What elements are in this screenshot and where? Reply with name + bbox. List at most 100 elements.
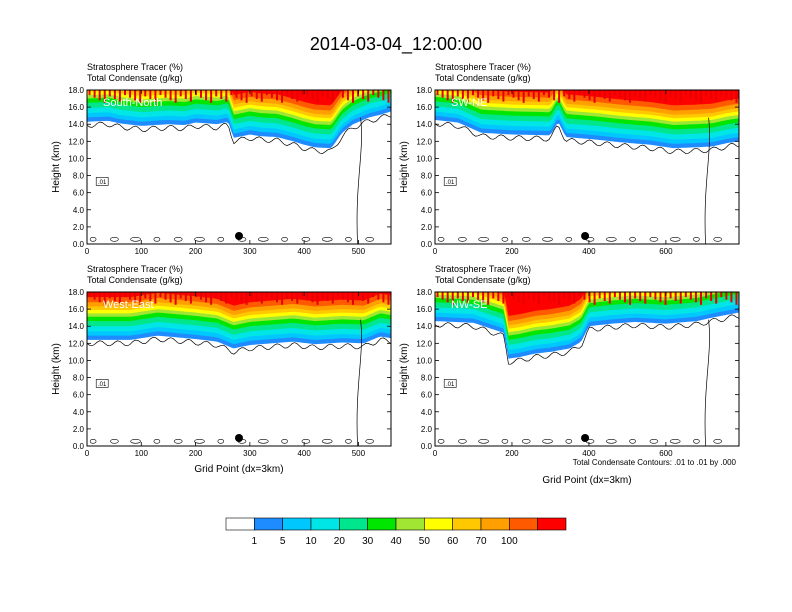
tracer-streak bbox=[144, 90, 147, 97]
y-tick-label: 0.0 bbox=[73, 442, 85, 451]
tracer-streak bbox=[270, 90, 273, 98]
tracer-streak bbox=[593, 292, 596, 305]
tracer-band-11 bbox=[87, 292, 391, 306]
tracer-streak bbox=[613, 90, 616, 96]
tracer-streak bbox=[441, 90, 444, 98]
tracer-streak bbox=[306, 292, 309, 300]
tracer-streak bbox=[240, 292, 243, 303]
x-tick-label: 500 bbox=[352, 449, 366, 458]
tracer-streak bbox=[624, 90, 626, 101]
tracer-streak bbox=[578, 292, 581, 298]
y-tick-label: 2.0 bbox=[73, 425, 85, 434]
convective-contour bbox=[356, 117, 362, 244]
x-tick-label: 300 bbox=[243, 449, 257, 458]
tracer-streak bbox=[200, 292, 202, 300]
x-axis-label: Grid Point (dx=3km) bbox=[194, 464, 283, 475]
tracer-streak bbox=[634, 90, 637, 97]
condensate-contour bbox=[87, 336, 391, 355]
tracer-streak bbox=[598, 90, 601, 97]
tracer-streak bbox=[522, 292, 525, 305]
x-tick-label: 500 bbox=[352, 247, 366, 256]
condensate-blob bbox=[437, 438, 445, 444]
tracer-streak bbox=[573, 292, 576, 304]
tracer-streak bbox=[649, 292, 652, 298]
condensate-blob bbox=[110, 438, 119, 444]
panel-title-line: Total Condensate (g/kg) bbox=[87, 275, 183, 285]
tracer-streak bbox=[362, 292, 365, 301]
tracer-streak bbox=[654, 292, 657, 300]
x-tick-label: 100 bbox=[135, 247, 149, 256]
tracer-streak bbox=[93, 90, 96, 98]
tracer-streak bbox=[189, 292, 192, 304]
condensate-blob bbox=[130, 438, 141, 444]
tracer-streak bbox=[608, 90, 611, 102]
tracer-streak bbox=[372, 90, 375, 96]
tracer-streak bbox=[568, 292, 571, 301]
tracer-streak bbox=[705, 90, 708, 97]
tracer-streak bbox=[497, 292, 500, 301]
tracer-streak bbox=[532, 292, 535, 301]
tracer-streak bbox=[296, 90, 299, 102]
y-tick-label: 16.0 bbox=[68, 305, 84, 314]
location-marker bbox=[235, 232, 243, 240]
tracer-streak bbox=[497, 90, 500, 99]
tracer-streak bbox=[179, 90, 182, 97]
colorbar-label: 20 bbox=[334, 536, 346, 547]
tracer-streak bbox=[603, 292, 606, 301]
x-tick-label: 0 bbox=[85, 247, 90, 256]
y-tick-label: 14.0 bbox=[68, 120, 84, 129]
tracer-streak bbox=[664, 292, 667, 305]
tracer-streak bbox=[149, 90, 152, 99]
tracer-streak bbox=[456, 292, 459, 299]
location-marker bbox=[235, 434, 243, 442]
tracer-streak bbox=[517, 90, 520, 101]
condensate-blob bbox=[194, 237, 205, 242]
y-tick-label: 0.0 bbox=[421, 240, 433, 249]
condensate-blob bbox=[565, 237, 573, 242]
tracer-streak bbox=[492, 90, 495, 97]
x-tick-label: 200 bbox=[505, 449, 519, 458]
tracer-streak bbox=[568, 90, 571, 99]
tracer-field bbox=[435, 90, 739, 244]
condensate-blob bbox=[501, 438, 509, 444]
condensate-blob bbox=[713, 237, 723, 242]
tracer-streak bbox=[720, 292, 723, 298]
x-tick-label: 200 bbox=[189, 449, 203, 458]
tracer-streak bbox=[367, 90, 370, 102]
panel-label: South-North bbox=[103, 97, 162, 109]
y-tick-label: 0.0 bbox=[73, 240, 85, 249]
condensate-blob bbox=[693, 438, 700, 444]
condensate-blob bbox=[301, 237, 311, 242]
tracer-streak bbox=[644, 90, 647, 102]
plot-frame bbox=[434, 89, 740, 245]
tracer-streak bbox=[618, 292, 621, 300]
tracer-streak bbox=[169, 90, 172, 101]
tracer-streak bbox=[245, 90, 248, 103]
colorbar-label: 50 bbox=[419, 536, 431, 547]
tracer-streak bbox=[644, 292, 647, 304]
tracer-streak bbox=[326, 90, 329, 99]
colorbar-label: 60 bbox=[447, 536, 459, 547]
convective-contour bbox=[356, 319, 362, 446]
tracer-streak bbox=[532, 90, 535, 99]
tracer-streak bbox=[286, 90, 289, 97]
tracer-streak bbox=[517, 292, 520, 303]
y-tick-label: 8.0 bbox=[73, 374, 85, 383]
condensate-blob bbox=[321, 438, 333, 444]
tracer-streak bbox=[215, 292, 218, 299]
tracer-streak bbox=[720, 90, 723, 96]
colorbar-label: 30 bbox=[362, 536, 374, 547]
y-tick-label: 10.0 bbox=[68, 356, 84, 365]
condensate-blob bbox=[217, 438, 225, 444]
tracer-streak bbox=[573, 90, 576, 102]
tracer-streak bbox=[134, 292, 137, 303]
tracer-streak bbox=[124, 90, 126, 96]
tracer-streak bbox=[118, 90, 121, 102]
colorbar-swatch bbox=[254, 517, 283, 531]
tracer-streak bbox=[164, 90, 167, 98]
tracer-streak bbox=[129, 292, 132, 300]
figure-title: 2014-03-04_12:00:00 bbox=[310, 34, 482, 55]
colorbar: 1 5 10 20 30 40 50 60 70 100 bbox=[225, 517, 567, 547]
tracer-streak bbox=[558, 90, 561, 103]
